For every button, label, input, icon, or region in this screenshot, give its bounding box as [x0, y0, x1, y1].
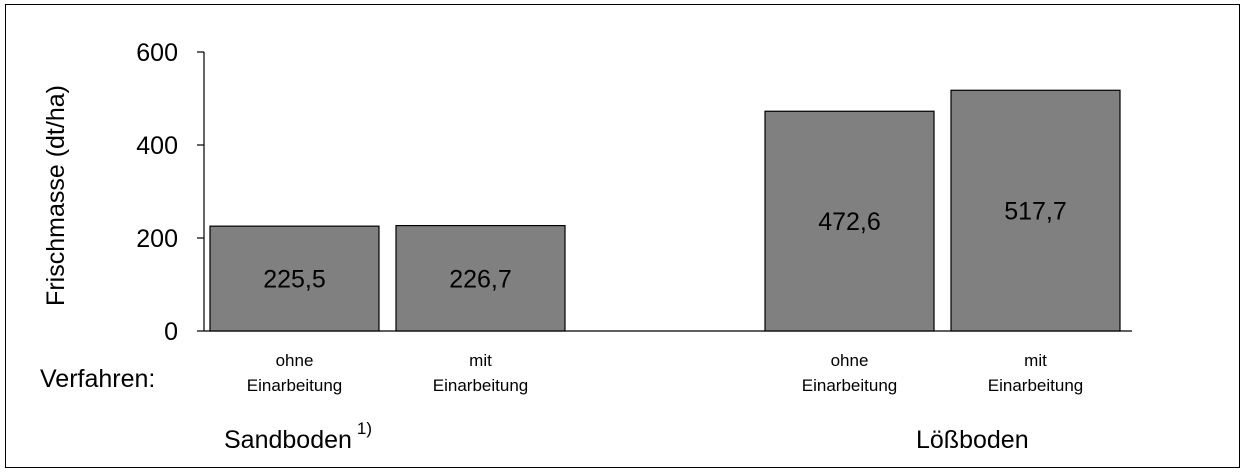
chart-frame — [5, 4, 1240, 468]
category-label: mit — [469, 351, 492, 370]
category-label: ohne — [831, 351, 869, 370]
y-axis-title: Frischmasse (dt/ha) — [42, 85, 70, 306]
y-tick-label: 600 — [136, 39, 178, 67]
bar — [395, 224, 566, 332]
y-tick-label: 0 — [164, 318, 178, 346]
y-tick-label: 200 — [136, 225, 178, 253]
bar — [764, 110, 935, 332]
bar — [209, 225, 380, 332]
bar-value-label: 472,6 — [818, 208, 881, 236]
group-label: Sandboden — [224, 426, 352, 454]
row-label: Verfahren: — [40, 365, 155, 393]
group-label-footnote: 1) — [357, 419, 372, 438]
bar-value-label: 517,7 — [1004, 198, 1067, 226]
category-label: Einarbeitung — [433, 376, 528, 395]
category-label: mit — [1024, 351, 1047, 370]
group-label: Lößboden — [916, 426, 1029, 454]
bar — [950, 89, 1121, 332]
bar-value-label: 226,7 — [449, 265, 512, 293]
category-label: Einarbeitung — [988, 376, 1083, 395]
category-label: ohne — [276, 351, 314, 370]
category-label: Einarbeitung — [802, 376, 897, 395]
bar-value-label: 225,5 — [263, 266, 326, 294]
category-label: Einarbeitung — [247, 376, 342, 395]
y-tick-label: 400 — [136, 132, 178, 160]
